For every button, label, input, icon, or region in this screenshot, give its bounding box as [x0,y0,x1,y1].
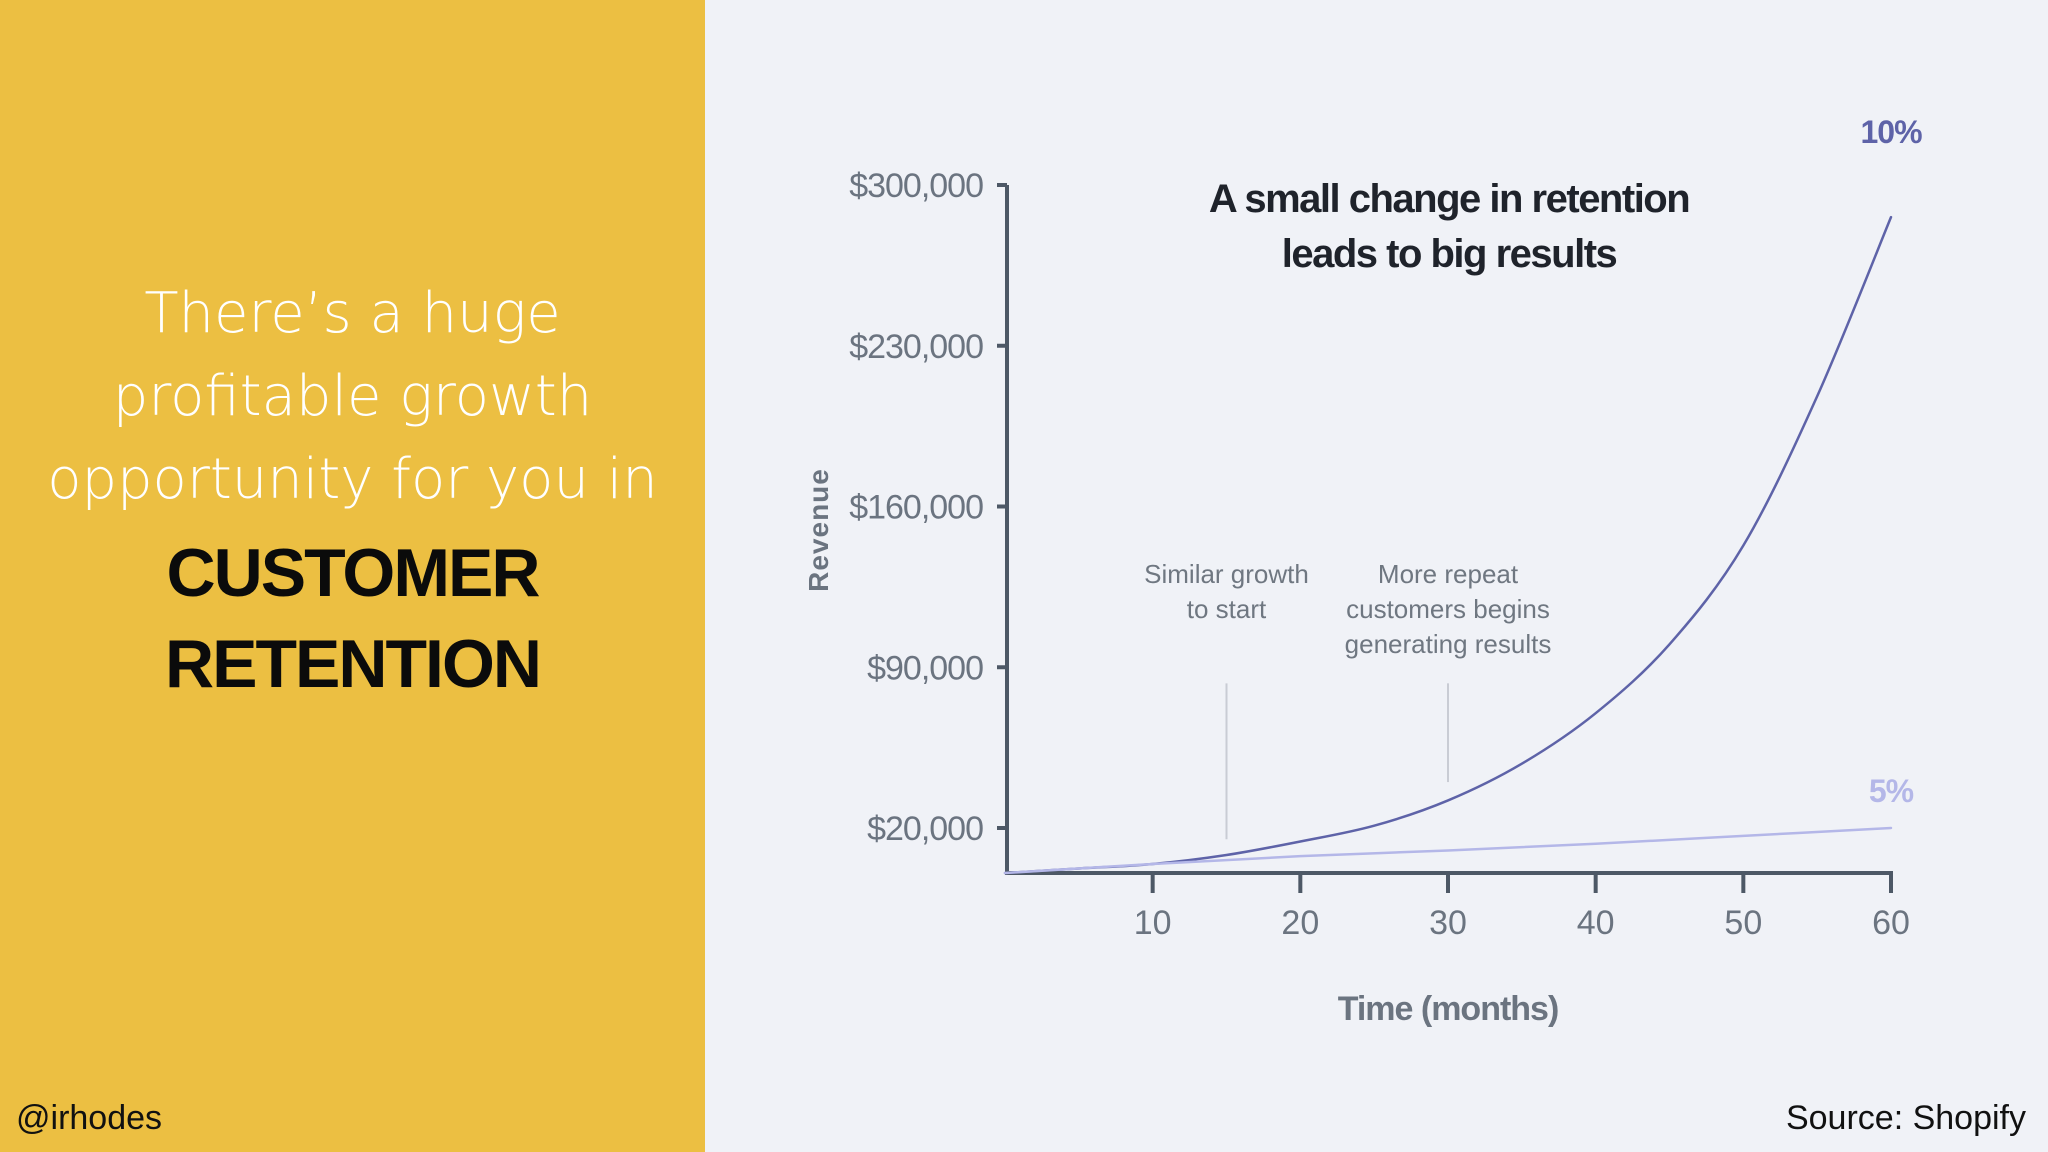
x-tick-label: 10 [1134,904,1172,942]
x-tick-label: 20 [1281,904,1319,942]
annotation-text: More repeat [1378,559,1519,589]
y-axis-label: Revenue [803,468,834,592]
y-tick-label: $160,000 [849,489,983,527]
annotation-text: customers begins [1346,594,1550,624]
y-tick-label: $300,000 [849,167,983,205]
headline-line-1: There’s a huge [144,281,561,346]
source-credit: Source: Shopify [1785,1099,2026,1137]
x-tick-label: 60 [1872,904,1910,942]
y-tick-label: $20,000 [867,810,983,848]
x-tick-label: 40 [1577,904,1615,942]
left-panel: There’s a huge profitable growth opportu… [0,0,705,1152]
series-line-5pct [1003,826,1893,875]
series-label-10pct: 10% [1860,114,1922,150]
emphasis-text: CUSTOMER RETENTION [0,528,705,710]
y-tick-label: $230,000 [849,328,983,366]
annotation-text: generating results [1345,629,1552,659]
emphasis-line-1: CUSTOMER [166,535,541,611]
retention-chart: $300,000 $230,000 $160,000 $90,000 $20,000 10… [803,114,1923,1028]
headline-line-2: profitable growth [112,364,593,429]
y-tick-label: $90,000 [867,649,983,687]
emphasis-line-2: RETENTION [165,626,542,702]
annotation-text: Similar growth [1144,559,1309,589]
headline-line-3: opportunity for you in [47,447,658,512]
chart-title-line: A small change in retention [1209,177,1689,221]
x-tick-label: 30 [1429,904,1467,942]
author-handle: @irhodes [16,1099,163,1137]
annotation-text: to start [1187,594,1267,624]
x-tick-label: 50 [1724,904,1762,942]
chart-panel: $300,000 $230,000 $160,000 $90,000 $20,000 10… [705,0,2048,1152]
series-label-5pct: 5% [1869,773,1914,809]
x-axis-label: Time (months) [1338,990,1559,1028]
chart-title-line: leads to big results [1282,232,1617,276]
headline: There’s a huge profitable growth opportu… [0,272,705,521]
